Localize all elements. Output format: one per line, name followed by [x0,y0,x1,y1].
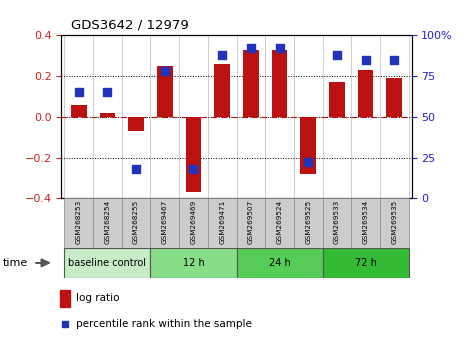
Bar [329,82,345,117]
Text: GSM269524: GSM269524 [277,200,282,244]
Text: GSM269507: GSM269507 [248,200,254,244]
Point [219,52,226,58]
Text: GSM268254: GSM268254 [105,200,110,244]
Point [305,160,312,165]
Bar [380,198,409,248]
Bar [243,50,259,117]
Bar [64,198,93,248]
Bar [386,78,402,117]
Bar [208,198,236,248]
Point [190,166,197,172]
Text: baseline control: baseline control [69,258,147,268]
Text: 72 h: 72 h [355,258,377,268]
Bar [323,198,351,248]
Bar [150,248,236,278]
Bar [294,198,323,248]
Point [75,90,82,95]
Text: GSM269469: GSM269469 [191,200,196,244]
Bar [71,105,87,117]
Bar [64,248,150,278]
Bar [99,113,115,117]
Bar [157,66,173,117]
Text: GSM269533: GSM269533 [334,200,340,244]
Point [104,90,111,95]
Bar [323,248,409,278]
Point [362,57,369,63]
Point [61,321,69,327]
Bar [93,198,122,248]
Text: 12 h: 12 h [183,258,204,268]
Text: time: time [2,258,27,268]
Text: GSM268253: GSM268253 [76,200,82,244]
Bar [236,248,323,278]
Bar [265,198,294,248]
Bar [60,290,70,307]
Point [276,46,283,51]
Text: 24 h: 24 h [269,258,290,268]
Bar [358,70,374,117]
Text: GSM269525: GSM269525 [305,200,311,244]
Bar [122,198,150,248]
Bar [185,117,201,192]
Bar [272,50,288,117]
Text: GSM269535: GSM269535 [391,200,397,244]
Bar [300,117,316,174]
Bar [179,198,208,248]
Point [333,52,341,58]
Bar [214,64,230,117]
Text: GSM269471: GSM269471 [219,200,225,244]
Bar [236,198,265,248]
Bar [128,117,144,131]
Text: GSM269467: GSM269467 [162,200,168,244]
Bar [150,198,179,248]
Text: percentile rank within the sample: percentile rank within the sample [76,319,252,329]
Point [247,46,254,51]
Text: log ratio: log ratio [76,293,120,303]
Text: GDS3642 / 12979: GDS3642 / 12979 [71,19,189,32]
Text: GSM268255: GSM268255 [133,200,139,244]
Text: GSM269534: GSM269534 [363,200,368,244]
Point [132,166,140,172]
Point [161,68,168,74]
Bar [351,198,380,248]
Point [391,57,398,63]
